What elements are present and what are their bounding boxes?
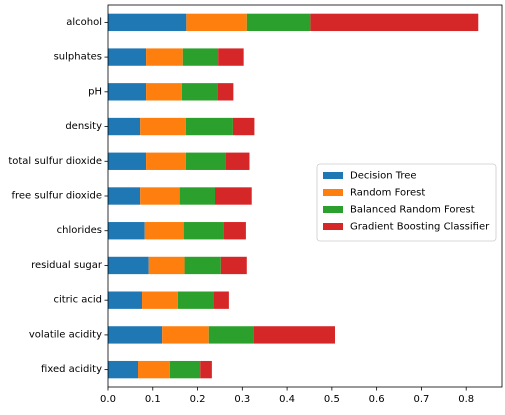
legend-label: Balanced Random Forest xyxy=(350,205,475,216)
x-tick-label: 0.0 xyxy=(100,394,116,405)
x-tick-label: 0.6 xyxy=(369,394,385,405)
bar-segment xyxy=(108,291,143,309)
bar-segment xyxy=(223,222,246,240)
y-tick-label: total sulfur dioxide xyxy=(8,156,102,167)
y-tick-label: free sulfur dioxide xyxy=(11,191,102,202)
bar-segment xyxy=(213,291,229,309)
bar-segment xyxy=(140,187,180,205)
bar-segment xyxy=(108,152,147,170)
bar-segment xyxy=(310,13,479,32)
bar-segment xyxy=(220,256,247,275)
y-tick-label: alcohol xyxy=(66,17,102,28)
legend-swatch xyxy=(323,172,343,179)
bar-segment xyxy=(217,83,234,101)
bar-segment xyxy=(218,48,244,66)
legend-swatch xyxy=(323,189,343,196)
x-tick-label: 0.7 xyxy=(413,394,429,405)
y-tick-label: citric acid xyxy=(53,295,102,306)
bar-segment xyxy=(169,360,201,379)
bar-segment xyxy=(146,152,186,170)
bar-segment xyxy=(246,13,311,32)
bar-segment xyxy=(108,48,147,66)
bar-segment xyxy=(185,152,226,170)
bar-segment xyxy=(253,326,335,344)
legend: Decision Tree Random Forest Balanced Rando… xyxy=(316,163,497,242)
bar-segment xyxy=(215,187,252,205)
bar-segment xyxy=(184,256,221,275)
bar-segment xyxy=(108,222,145,240)
bar-segment xyxy=(179,187,216,205)
bar-segment xyxy=(142,291,178,309)
y-tick-label: chlorides xyxy=(57,225,102,236)
legend-swatch xyxy=(323,206,343,213)
bar-segment xyxy=(162,326,209,344)
y-tick-label: fixed acidity xyxy=(41,364,102,375)
x-tick-label: 0.8 xyxy=(458,394,474,405)
legend-label: Gradient Boosting Classifier xyxy=(350,222,490,233)
bar-segment xyxy=(181,83,218,101)
x-tick-label: 0.1 xyxy=(145,394,161,405)
y-tick-label: density xyxy=(65,121,102,132)
bars-layer xyxy=(108,13,479,379)
x-tick-label: 0.3 xyxy=(234,394,250,405)
x-tick-label: 0.2 xyxy=(190,394,206,405)
x-tick-label: 0.5 xyxy=(324,394,340,405)
bar-segment xyxy=(185,117,233,136)
y-tick-label: volatile acidity xyxy=(29,329,102,340)
bar-segment xyxy=(146,48,183,66)
bar-segment xyxy=(108,187,141,205)
bar-segment xyxy=(225,152,250,170)
bar-segment xyxy=(108,360,138,379)
bar-segment xyxy=(140,117,186,136)
legend-label: Decision Tree xyxy=(350,171,417,182)
legend-label: Random Forest xyxy=(350,188,425,199)
bar-segment xyxy=(200,360,212,379)
bar-segment xyxy=(108,13,187,32)
bar-segment xyxy=(108,117,141,136)
bar-segment xyxy=(182,48,219,66)
bar-segment xyxy=(177,291,214,309)
y-tick-label: sulphates xyxy=(54,52,102,63)
bar-segment xyxy=(208,326,254,344)
x-tick-label: 0.4 xyxy=(279,394,295,405)
axes-layer: fixed acidity volatile acidity citric acid… xyxy=(8,4,503,405)
legend-swatch xyxy=(323,223,343,230)
y-tick-label: residual sugar xyxy=(31,260,103,271)
bar-segment xyxy=(108,83,147,101)
y-tick-label: pH xyxy=(88,86,102,97)
bar-segment xyxy=(186,13,247,32)
bar-segment xyxy=(108,326,163,344)
bar-segment xyxy=(146,83,182,101)
bar-segment xyxy=(232,117,255,136)
bar-segment xyxy=(183,222,224,240)
bar-segment xyxy=(148,256,185,275)
bar-segment xyxy=(108,256,149,275)
bar-segment xyxy=(144,222,184,240)
bar-segment xyxy=(137,360,170,379)
legend-box xyxy=(316,163,497,242)
